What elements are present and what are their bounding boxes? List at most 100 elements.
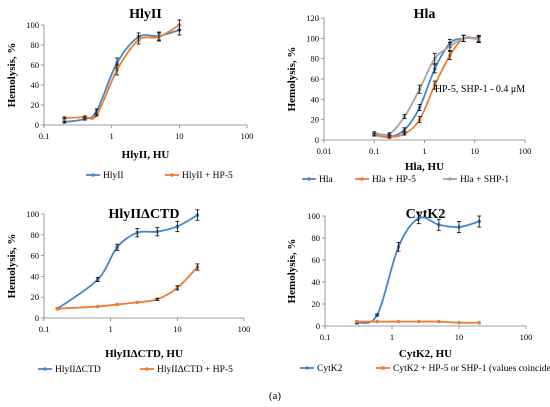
legend-label: Hla — [319, 175, 334, 185]
chart-panel-4: CytK2 0 20 40 60 80 100 0.1 1 10 100 Hemolysis, % Cy… — [286, 207, 550, 374]
series-1 — [55, 209, 200, 311]
data-point — [135, 300, 139, 305]
y-tick-label: 40 — [31, 80, 40, 90]
legend-marker — [43, 367, 47, 371]
chart-title: HlyIIΔCTD — [108, 207, 179, 222]
legend-marker — [360, 177, 364, 181]
legend-label: Hla + SHP-1 — [460, 175, 509, 185]
legend-marker — [307, 177, 311, 181]
x-tick-label: 10 — [455, 332, 464, 342]
y-tick-label: 100 — [307, 211, 320, 221]
y-tick-label: 20 — [312, 299, 321, 309]
y-tick-label: 60 — [311, 74, 320, 84]
legend-label: HlyII + HP-5 — [182, 171, 233, 181]
y-tick-label: 120 — [306, 13, 319, 23]
x-tick-label: 10 — [173, 324, 182, 334]
y-tick-label: 80 — [312, 233, 321, 243]
legend-label: CytK2 — [317, 364, 343, 374]
y-tick-label: 20 — [31, 292, 40, 302]
series-2 — [62, 19, 182, 120]
x-tick-label: 0.1 — [369, 146, 380, 156]
legend-marker — [145, 367, 149, 371]
legend-marker — [448, 177, 452, 181]
legend-marker — [170, 173, 174, 177]
x-tick-label: 100 — [238, 324, 251, 334]
y-tick-label: 40 — [311, 94, 320, 104]
legend-label: Hla + HP-5 — [372, 175, 416, 185]
y-tick-label: 60 — [31, 60, 40, 70]
chart-legend: CytK2 CytK2 + HP-5 or SHP-1 (values coinc… — [300, 363, 550, 374]
x-tick-label: 1 — [109, 324, 113, 334]
y-axis-label: Hemolysis, % — [286, 239, 298, 304]
legend-label: HlyIIΔCTD — [55, 365, 101, 375]
data-point — [355, 319, 359, 324]
y-tick-label: 0 — [35, 313, 39, 323]
legend-marker — [91, 173, 95, 177]
chart-legend: HlyII HlyII + HP-5 — [86, 171, 233, 181]
y-tick-label: 0 — [315, 135, 319, 145]
data-point — [477, 320, 481, 325]
y-tick-label: 100 — [26, 209, 39, 219]
series-1 — [62, 24, 182, 124]
data-point — [457, 320, 461, 325]
chart-title: HlyII — [129, 7, 162, 22]
x-tick-label: 100 — [520, 332, 533, 342]
y-axis-label: Hemolysis, % — [6, 234, 18, 299]
y-tick-label: 100 — [26, 20, 39, 30]
series-line — [64, 29, 180, 123]
chart-title: Hla — [414, 7, 436, 22]
y-tick-label: 80 — [311, 54, 320, 64]
y-tick-label: 40 — [312, 277, 321, 287]
series-2 — [55, 263, 200, 311]
data-point — [416, 319, 421, 324]
x-axis-label: CytK2, HU — [399, 348, 452, 360]
data-point — [115, 302, 119, 307]
y-axis-label: Hemolysis, % — [286, 47, 298, 112]
y-tick-label: 40 — [31, 271, 40, 281]
data-point — [375, 319, 379, 324]
chart-title: CytK2 — [406, 207, 446, 222]
x-axis-label: HlyII, HU — [122, 149, 170, 161]
y-tick-label: 20 — [311, 115, 320, 125]
x-axis-label: Hla, HU — [405, 161, 444, 173]
data-point — [55, 306, 60, 311]
series-2 — [355, 319, 481, 325]
x-tick-label: 10 — [471, 146, 480, 156]
y-tick-label: 100 — [306, 33, 319, 43]
x-tick-label: 0.01 — [317, 146, 332, 156]
x-tick-label: 0.1 — [39, 131, 50, 141]
y-tick-label: 80 — [31, 230, 40, 240]
chart-annotation: HP-5, SHP-1 - 0.4 μM — [435, 84, 525, 95]
y-tick-label: 0 — [35, 120, 39, 130]
x-tick-label: 1 — [110, 131, 114, 141]
data-point — [396, 319, 401, 324]
data-point — [437, 319, 441, 324]
chart-panel-2: Hla 0 20 40 60 80 100 120 0.01 0.1 1 10 100 Hemolysis… — [286, 7, 531, 185]
y-axis-label: Hemolysis, % — [6, 43, 18, 108]
chart-legend: Hla Hla + HP-5 Hla + SHP-1 — [302, 175, 509, 185]
chart-panel-1: HlyII 0 20 40 60 80 100 0.1 1 10 100 Hemolysis, % Hl… — [6, 7, 253, 181]
y-tick-label: 60 — [31, 251, 40, 261]
x-axis-label: HlyIIΔCTD, HU — [105, 348, 183, 360]
legend-label: HlyII — [103, 171, 124, 181]
y-tick-label: 60 — [312, 255, 321, 265]
chart-panel-3: HlyIIΔCTD 0 20 40 60 80 100 0.1 1 10 100 Hemolysis,… — [6, 207, 250, 375]
series-line — [356, 216, 480, 325]
series-3 — [372, 34, 481, 136]
x-tick-label: 0.1 — [39, 324, 50, 334]
series-line — [64, 24, 180, 120]
figure-caption: (a) — [269, 390, 282, 402]
y-tick-label: 80 — [31, 40, 40, 50]
y-tick-label: 0 — [316, 321, 320, 331]
legend-label: HlyIIΔCTD + HP-5 — [157, 365, 233, 375]
x-tick-label: 100 — [241, 131, 254, 141]
x-tick-label: 100 — [519, 146, 532, 156]
x-tick-label: 0.1 — [320, 332, 331, 342]
x-tick-label: 1 — [390, 332, 394, 342]
y-tick-label: 20 — [31, 100, 40, 110]
legend-label: CytK2 + HP-5 or SHP-1 (values coincided) — [393, 363, 550, 374]
legend-marker — [305, 366, 309, 370]
series-line — [57, 214, 198, 310]
